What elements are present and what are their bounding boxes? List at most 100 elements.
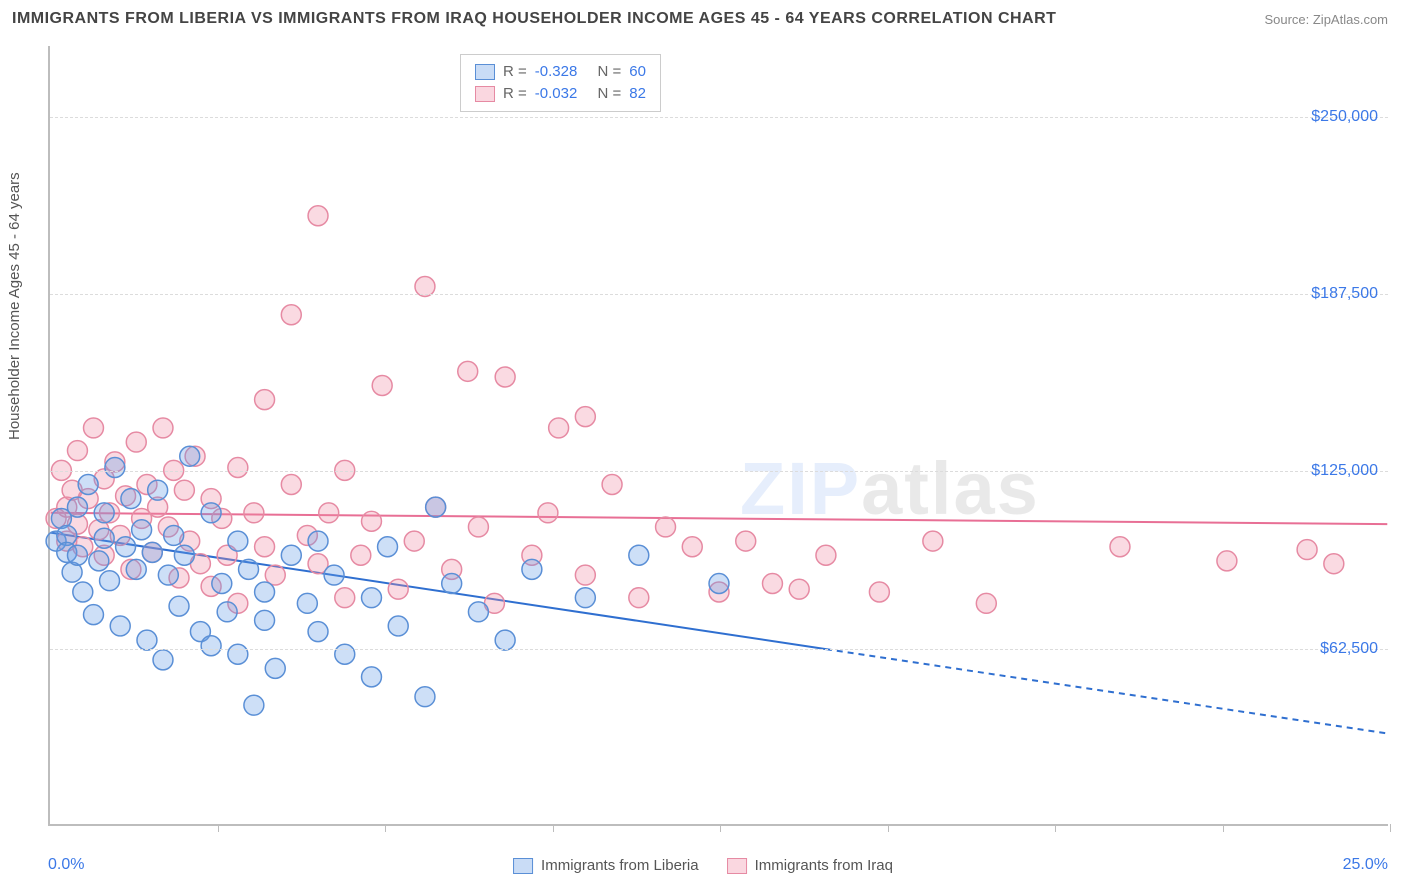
scatter-point-a bbox=[94, 503, 114, 523]
scatter-point-a bbox=[255, 582, 275, 602]
scatter-point-a bbox=[362, 588, 382, 608]
scatter-point-a bbox=[169, 596, 189, 616]
scatter-point-b bbox=[468, 517, 488, 537]
scatter-point-b bbox=[1110, 537, 1130, 557]
r-label: R = bbox=[503, 83, 527, 105]
gridline bbox=[50, 471, 1388, 472]
scatter-point-b bbox=[458, 361, 478, 381]
scatter-point-a bbox=[201, 503, 221, 523]
scatter-point-b bbox=[84, 418, 104, 438]
scatter-point-a bbox=[629, 545, 649, 565]
scatter-point-b bbox=[335, 588, 355, 608]
scatter-point-a bbox=[244, 695, 264, 715]
scatter-point-b bbox=[153, 418, 173, 438]
legend-series: Immigrants from Liberia Immigrants from … bbox=[513, 857, 893, 874]
scatter-point-a bbox=[308, 622, 328, 642]
x-axis-min-label: 0.0% bbox=[48, 856, 84, 874]
scatter-points-layer bbox=[50, 46, 1388, 824]
plot-area: ZIPatlas $62,500$125,000$187,500$250,000 bbox=[48, 46, 1388, 826]
legend-item-a: Immigrants from Liberia bbox=[513, 857, 699, 874]
scatter-point-a bbox=[158, 565, 178, 585]
scatter-point-b bbox=[362, 511, 382, 531]
scatter-point-a bbox=[426, 497, 446, 517]
scatter-point-a bbox=[84, 605, 104, 625]
r-value-b: -0.032 bbox=[535, 83, 578, 105]
scatter-point-a bbox=[265, 658, 285, 678]
x-tick bbox=[888, 824, 889, 832]
scatter-point-a bbox=[388, 616, 408, 636]
scatter-point-a bbox=[335, 644, 355, 664]
gridline bbox=[50, 117, 1388, 118]
scatter-point-a bbox=[89, 551, 109, 571]
scatter-point-a bbox=[297, 593, 317, 613]
x-tick bbox=[1390, 824, 1391, 832]
scatter-point-b bbox=[762, 574, 782, 594]
scatter-point-a bbox=[142, 542, 162, 562]
scatter-point-b bbox=[656, 517, 676, 537]
legend-row-b: R = -0.032 N = 82 bbox=[475, 83, 646, 105]
legend-correlation: R = -0.328 N = 60 R = -0.032 N = 82 bbox=[460, 54, 661, 112]
scatter-point-a bbox=[148, 480, 168, 500]
scatter-point-a bbox=[324, 565, 344, 585]
scatter-point-a bbox=[94, 528, 114, 548]
scatter-point-a bbox=[281, 545, 301, 565]
scatter-point-a bbox=[116, 537, 136, 557]
scatter-point-b bbox=[164, 460, 184, 480]
r-value-a: -0.328 bbox=[535, 61, 578, 83]
scatter-point-b bbox=[816, 545, 836, 565]
scatter-point-b bbox=[404, 531, 424, 551]
scatter-point-b bbox=[789, 579, 809, 599]
scatter-point-a bbox=[132, 520, 152, 540]
scatter-point-a bbox=[308, 531, 328, 551]
n-label: N = bbox=[597, 83, 621, 105]
gridline bbox=[50, 649, 1388, 650]
scatter-point-b bbox=[308, 206, 328, 226]
scatter-point-b bbox=[575, 565, 595, 585]
scatter-point-a bbox=[217, 602, 237, 622]
x-tick bbox=[218, 824, 219, 832]
scatter-point-b bbox=[538, 503, 558, 523]
scatter-point-b bbox=[126, 432, 146, 452]
scatter-point-a bbox=[522, 559, 542, 579]
scatter-point-a bbox=[153, 650, 173, 670]
legend-label-b: Immigrants from Iraq bbox=[755, 857, 893, 874]
y-axis-title: Householder Income Ages 45 - 64 years bbox=[6, 172, 23, 440]
scatter-point-b bbox=[255, 537, 275, 557]
scatter-point-b bbox=[1297, 540, 1317, 560]
x-axis-max-label: 25.0% bbox=[1343, 856, 1388, 874]
scatter-point-a bbox=[137, 630, 157, 650]
swatch-blue-icon bbox=[513, 858, 533, 874]
n-value-a: 60 bbox=[629, 61, 646, 83]
scatter-point-a bbox=[67, 497, 87, 517]
scatter-point-b bbox=[319, 503, 339, 523]
scatter-point-a bbox=[100, 571, 120, 591]
scatter-point-b bbox=[1217, 551, 1237, 571]
scatter-point-a bbox=[442, 574, 462, 594]
scatter-point-b bbox=[976, 593, 996, 613]
scatter-point-b bbox=[281, 475, 301, 495]
scatter-point-b bbox=[388, 579, 408, 599]
x-tick bbox=[720, 824, 721, 832]
scatter-point-b bbox=[51, 460, 71, 480]
scatter-point-a bbox=[468, 602, 488, 622]
scatter-point-b bbox=[67, 441, 87, 461]
n-label: N = bbox=[597, 61, 621, 83]
legend-label-a: Immigrants from Liberia bbox=[541, 857, 699, 874]
scatter-point-b bbox=[281, 305, 301, 325]
scatter-point-a bbox=[239, 559, 259, 579]
scatter-point-a bbox=[121, 489, 141, 509]
scatter-point-b bbox=[736, 531, 756, 551]
scatter-point-a bbox=[180, 446, 200, 466]
scatter-point-a bbox=[495, 630, 515, 650]
gridline bbox=[50, 294, 1388, 295]
scatter-point-a bbox=[174, 545, 194, 565]
y-tick-label: $125,000 bbox=[1311, 462, 1378, 480]
scatter-point-b bbox=[244, 503, 264, 523]
scatter-point-a bbox=[201, 636, 221, 656]
scatter-point-b bbox=[923, 531, 943, 551]
chart-title: IMMIGRANTS FROM LIBERIA VS IMMIGRANTS FR… bbox=[12, 10, 1056, 28]
scatter-point-b bbox=[682, 537, 702, 557]
x-tick bbox=[385, 824, 386, 832]
scatter-point-a bbox=[110, 616, 130, 636]
x-tick bbox=[1055, 824, 1056, 832]
